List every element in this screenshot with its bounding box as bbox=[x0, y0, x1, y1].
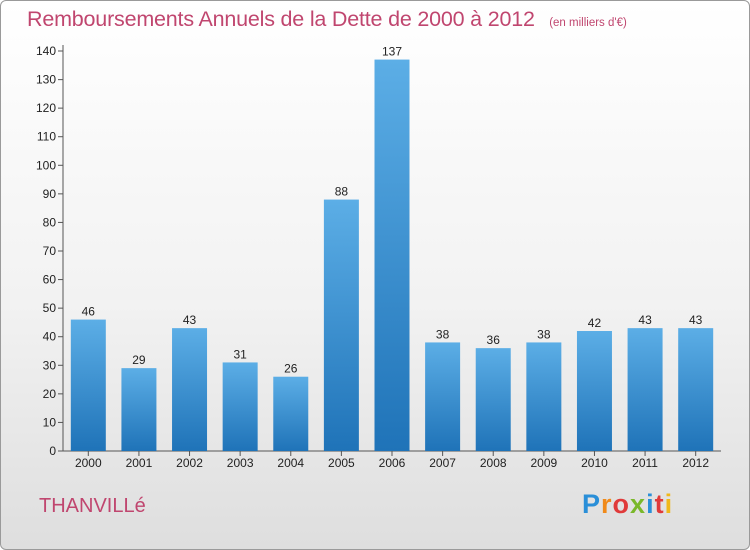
value-label: 26 bbox=[284, 362, 298, 376]
value-label: 38 bbox=[537, 327, 551, 341]
y-tick-label: 30 bbox=[43, 358, 57, 372]
bar-2000 bbox=[70, 319, 106, 451]
value-label: 38 bbox=[436, 327, 450, 341]
y-tick-label: 110 bbox=[37, 130, 56, 144]
y-axis: 0 10 20 30 40 50 60 70 80 90 100 110 120 130 140 bbox=[36, 44, 64, 458]
x-tick-label: 2007 bbox=[429, 456, 456, 470]
value-label: 137 bbox=[382, 45, 402, 59]
chart-subtitle: (en milliers d'€) bbox=[549, 17, 627, 29]
y-tick-label: 10 bbox=[43, 415, 57, 429]
x-tick-label: 2008 bbox=[480, 456, 507, 470]
bar-2003 bbox=[222, 362, 258, 451]
value-label: 42 bbox=[588, 316, 602, 330]
value-label: 43 bbox=[689, 313, 703, 327]
y-tick-label: 80 bbox=[43, 215, 57, 229]
bar-2001 bbox=[121, 368, 157, 451]
proxiti-logo: Proxiti bbox=[582, 489, 674, 519]
bars bbox=[70, 59, 714, 451]
bar-2004 bbox=[273, 376, 309, 451]
bar-2012 bbox=[678, 328, 714, 451]
value-label: 36 bbox=[487, 333, 501, 347]
x-tick-label: 2009 bbox=[530, 456, 557, 470]
x-tick-label: 2005 bbox=[328, 456, 355, 470]
commune-name: THANVILLé bbox=[39, 495, 146, 517]
x-tick-label: 2011 bbox=[632, 456, 658, 470]
y-tick-label: 100 bbox=[36, 158, 56, 172]
value-label: 46 bbox=[82, 305, 96, 319]
bar-2008 bbox=[475, 348, 511, 451]
x-axis: 2000 2001 2002 2003 2004 2005 2006 2007 2008 2009… bbox=[63, 450, 721, 470]
value-label: 43 bbox=[638, 313, 652, 327]
y-tick-label: 140 bbox=[36, 44, 56, 58]
bar-2010 bbox=[576, 331, 612, 451]
y-tick-label: 120 bbox=[36, 101, 56, 115]
value-label: 88 bbox=[335, 185, 349, 199]
bar-2011 bbox=[627, 328, 663, 451]
x-tick-label: 2003 bbox=[227, 456, 254, 470]
y-tick-label: 60 bbox=[43, 273, 57, 287]
y-tick-label: 0 bbox=[49, 444, 56, 458]
bar-2009 bbox=[526, 342, 562, 451]
y-tick-label: 70 bbox=[43, 244, 57, 258]
y-tick-label: 90 bbox=[43, 187, 57, 201]
y-tick-label: 50 bbox=[43, 301, 57, 315]
y-tick-label: 40 bbox=[43, 330, 57, 344]
chart-title: Remboursements Annuels de la Dette de 20… bbox=[27, 7, 535, 31]
value-label: 43 bbox=[183, 313, 197, 327]
value-label: 29 bbox=[132, 353, 146, 367]
x-tick-label: 2006 bbox=[379, 456, 406, 470]
bar-2005 bbox=[323, 199, 359, 451]
title-row: Remboursements Annuels de la Dette de 20… bbox=[27, 7, 627, 32]
value-label: 31 bbox=[233, 347, 247, 361]
x-tick-label: 2001 bbox=[126, 456, 153, 470]
bar-2002 bbox=[172, 328, 208, 451]
x-tick-label: 2004 bbox=[277, 456, 304, 470]
y-tick-label: 130 bbox=[36, 73, 56, 87]
x-tick-label: 2012 bbox=[682, 456, 709, 470]
x-tick-label: 2000 bbox=[75, 456, 102, 470]
bar-2007 bbox=[425, 342, 461, 451]
y-tick-label: 20 bbox=[43, 387, 57, 401]
x-tick-label: 2002 bbox=[176, 456, 203, 470]
bar-2006 bbox=[374, 59, 410, 451]
x-tick-label: 2010 bbox=[581, 456, 608, 470]
value-labels: 46 29 43 31 26 88 137 38 36 38 42 43 43 bbox=[82, 45, 703, 376]
